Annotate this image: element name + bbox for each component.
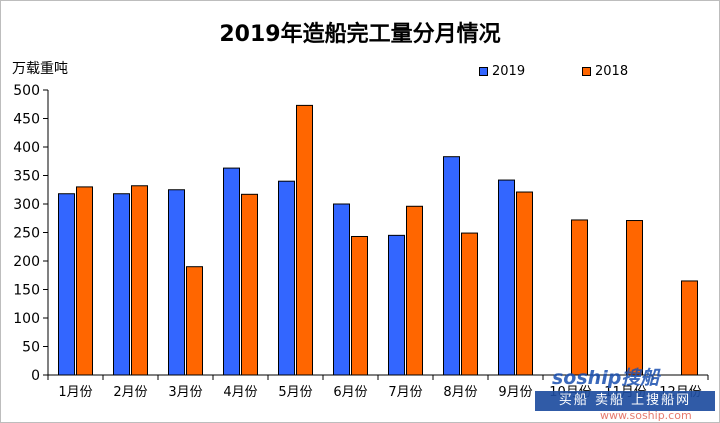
y-tick-label: 450	[13, 112, 40, 128]
bar-2018	[681, 280, 698, 376]
x-tick-label: 6月份	[333, 385, 367, 400]
y-axis-unit-label: 万载重吨	[12, 61, 68, 77]
bar-2019	[168, 189, 185, 376]
bar-2018	[406, 205, 423, 376]
bar-2019	[113, 193, 130, 376]
bar-2019	[388, 234, 405, 376]
y-tick-label: 500	[13, 83, 40, 99]
watermark-url: www.soship.com	[600, 409, 692, 422]
x-tick-label: 5月份	[278, 385, 312, 400]
x-tick-label: 7月份	[388, 385, 422, 400]
bar-2018	[626, 220, 643, 376]
y-tick-label: 0	[31, 368, 40, 384]
y-tick-label: 200	[13, 254, 40, 270]
legend-swatch-2019	[479, 67, 488, 76]
bar-2019	[278, 180, 295, 376]
bar-2019	[498, 179, 515, 376]
y-tick-label: 350	[13, 169, 40, 185]
bar-2019	[443, 156, 460, 376]
y-tick-label: 150	[13, 283, 40, 299]
bar-2018	[516, 191, 533, 376]
legend-swatch-2018	[582, 67, 591, 76]
bar-2019	[333, 203, 350, 376]
bar-2019	[58, 193, 75, 376]
chart-title: 2019年造船完工量分月情况	[219, 22, 501, 47]
legend-item-2018: 2018	[582, 64, 628, 79]
legend-label-2018: 2018	[595, 64, 629, 79]
legend-item-2019: 2019	[479, 64, 525, 79]
x-tick-label: 2月份	[113, 385, 147, 400]
bar-2018	[241, 193, 258, 376]
bar-2018	[76, 186, 93, 376]
watermark-bar: 买船 卖船 上搜船网	[535, 391, 715, 411]
bar-2018	[351, 235, 368, 376]
y-tick-label: 250	[13, 226, 40, 242]
bar-2019	[223, 167, 240, 376]
x-tick-label: 8月份	[443, 385, 477, 400]
bar-2018	[571, 219, 588, 376]
x-tick-label: 4月份	[223, 385, 257, 400]
bar-2018	[186, 266, 203, 376]
bar-2018	[296, 104, 313, 376]
y-tick-label: 100	[13, 311, 40, 327]
x-tick-label: 3月份	[168, 385, 202, 400]
bar-2018	[131, 185, 148, 376]
bar-2018	[461, 232, 478, 376]
x-tick-label: 1月份	[58, 385, 92, 400]
legend-label-2019: 2019	[492, 64, 526, 79]
y-tick-label: 400	[13, 140, 40, 156]
y-tick-label: 50	[22, 340, 40, 356]
y-tick-label: 300	[13, 197, 40, 213]
x-tick-label: 9月份	[498, 385, 532, 400]
watermark-brand: soship搜船	[552, 367, 660, 389]
